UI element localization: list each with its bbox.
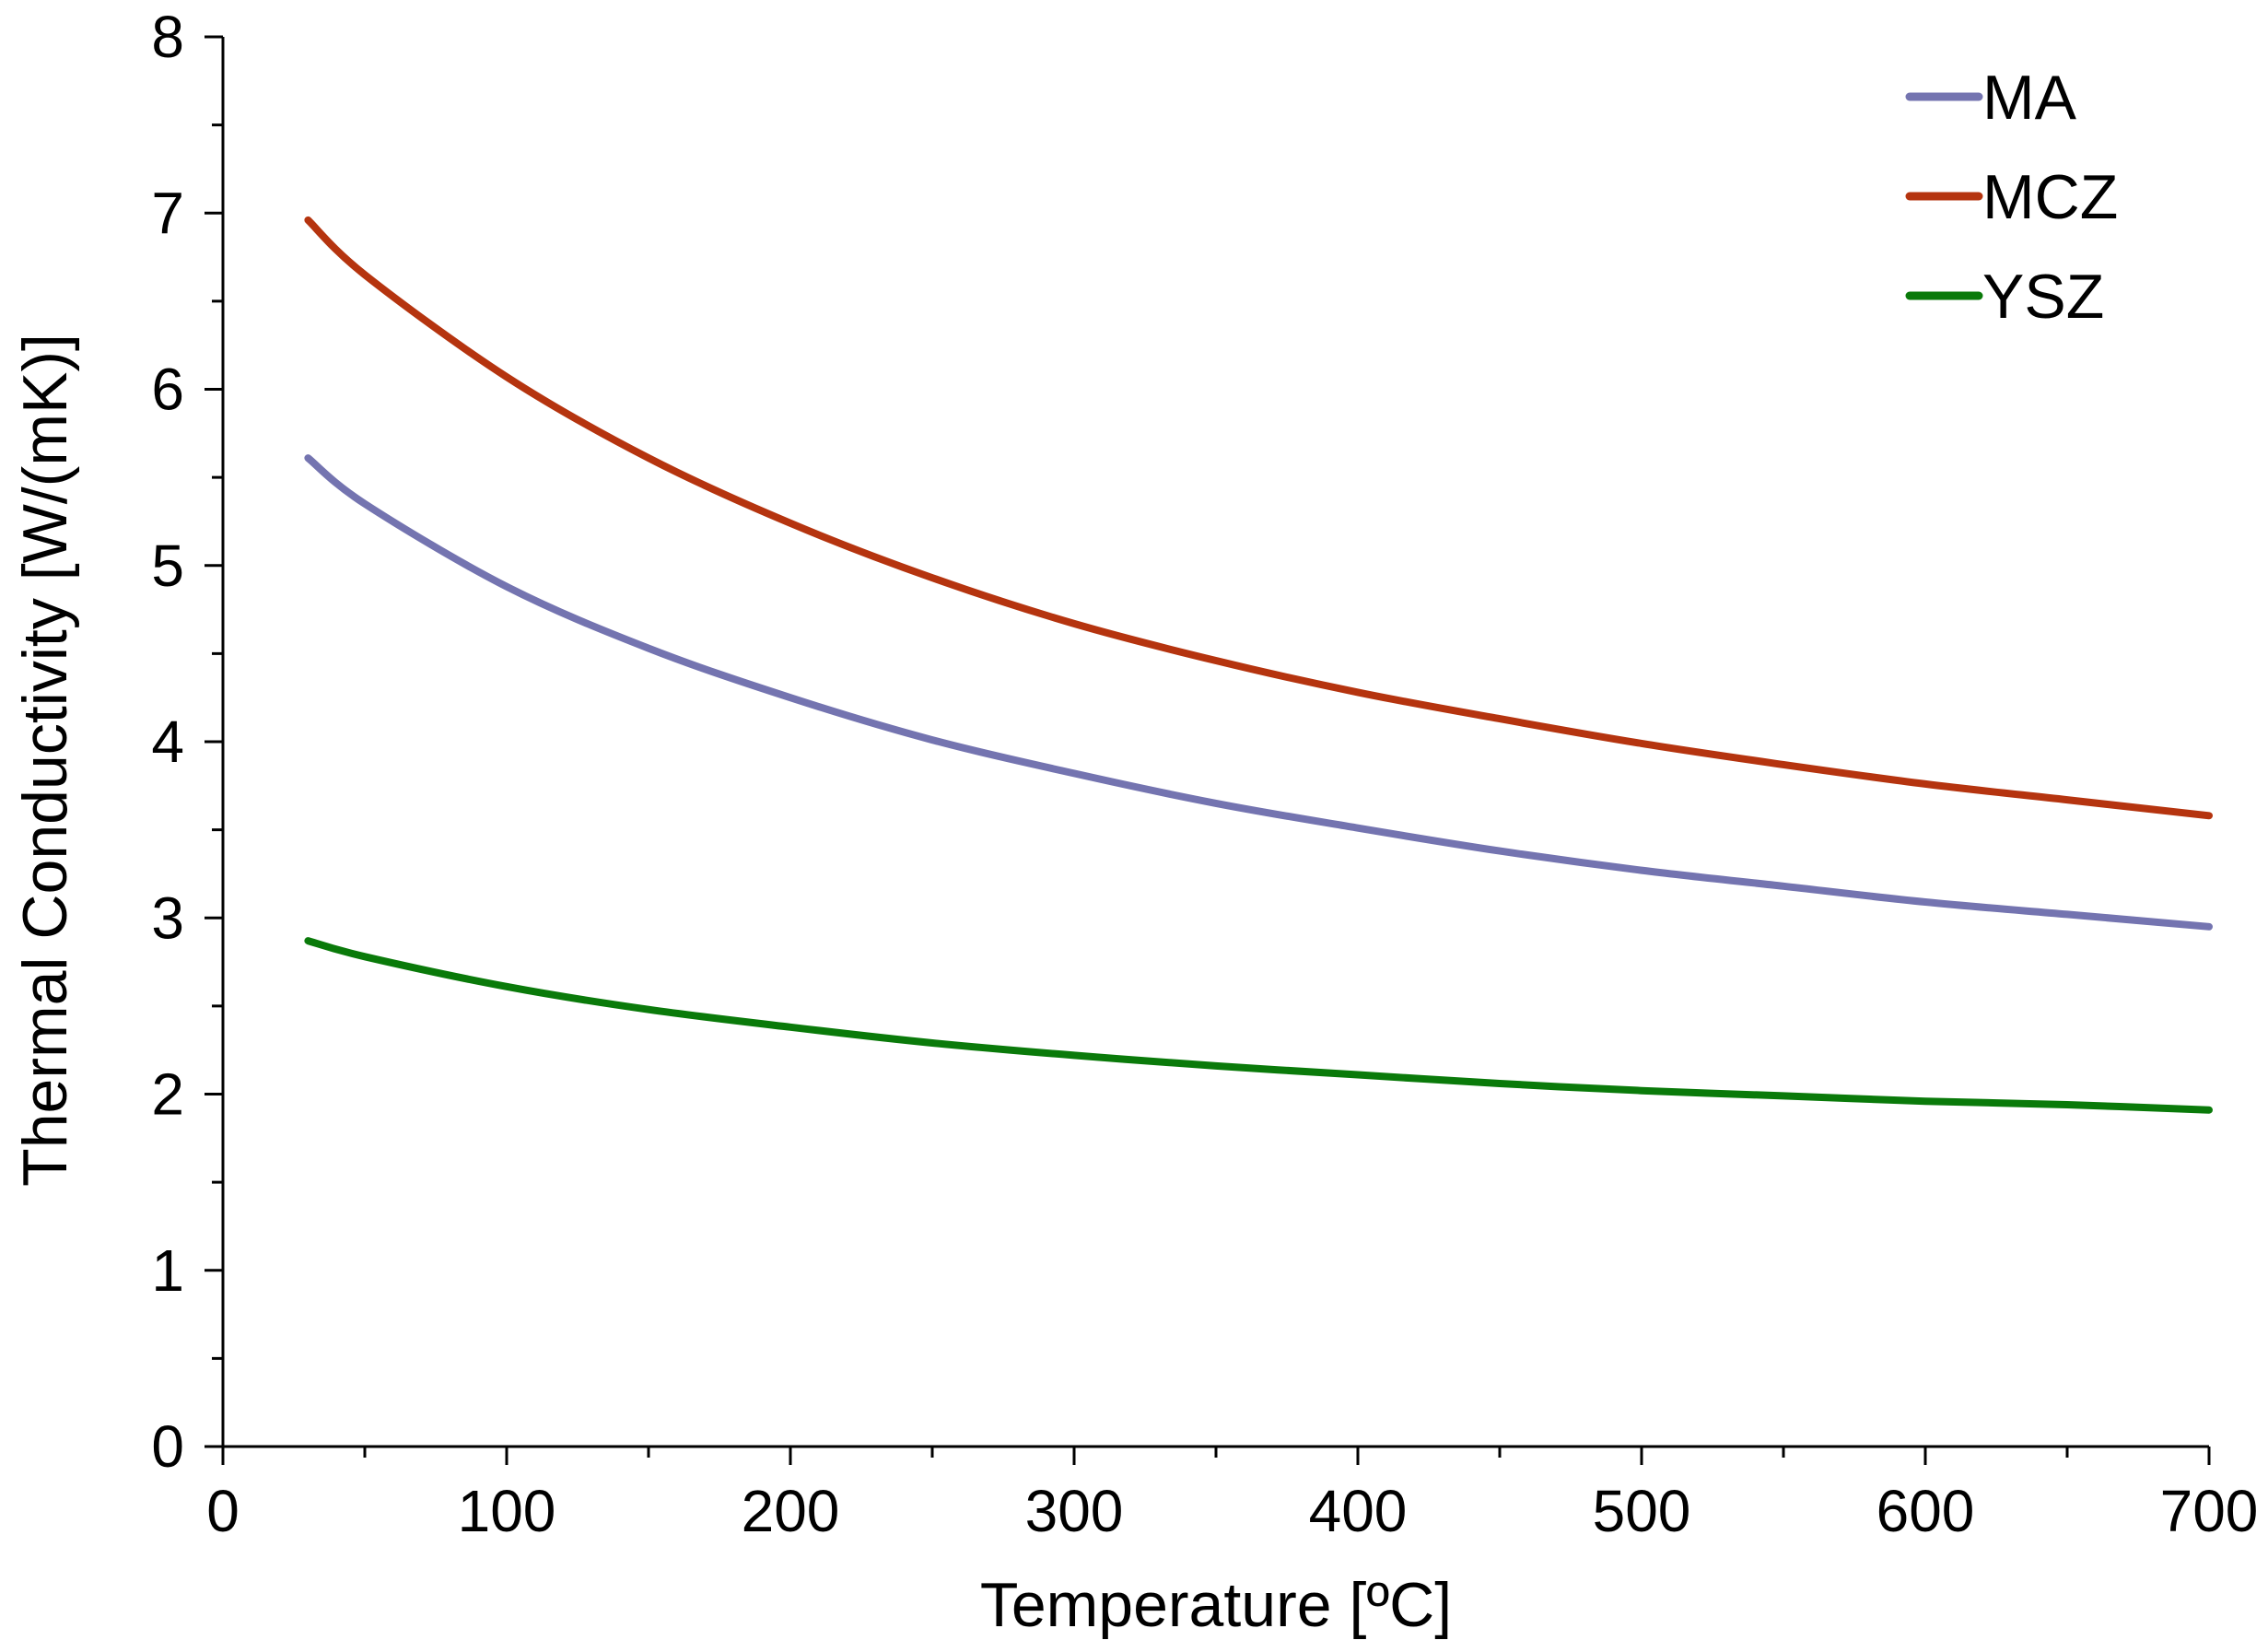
y-tick-label: 7 bbox=[151, 180, 184, 246]
y-axis-title: Thermal Conductivity [W/(mK)] bbox=[10, 334, 80, 1187]
y-tick-label: 1 bbox=[151, 1237, 184, 1304]
y-tick-label: 5 bbox=[151, 533, 184, 599]
legend-label-ma: MA bbox=[1982, 63, 2077, 133]
series-line-mcz bbox=[304, 216, 2213, 820]
legend-label-ysz: YSZ bbox=[1982, 262, 2104, 332]
legend-label-mcz: MCZ bbox=[1982, 162, 2118, 232]
x-tick-label: 0 bbox=[206, 1478, 240, 1544]
series-line-ysz bbox=[304, 937, 2213, 1114]
axes: 0 1 2 3 4 5 6 7 8 0 100 200 300 400 500 600 700 bbox=[151, 4, 2258, 1544]
x-axis-title: Temperature [ºC] bbox=[980, 1570, 1452, 1640]
x-tick-label: 200 bbox=[742, 1478, 840, 1544]
plot-area bbox=[304, 216, 2213, 1114]
x-tick-label: 500 bbox=[1593, 1478, 1691, 1544]
y-tick-label: 8 bbox=[151, 4, 184, 70]
y-tick-label: 0 bbox=[151, 1413, 184, 1480]
x-tick-label: 600 bbox=[1876, 1478, 1975, 1544]
legend: MA MCZ YSZ bbox=[1905, 63, 2118, 332]
y-tick-label: 3 bbox=[151, 885, 184, 951]
series-line-ma bbox=[304, 454, 2213, 931]
y-tick-label: 6 bbox=[151, 357, 184, 423]
x-tick-label: 300 bbox=[1025, 1478, 1124, 1544]
x-tick-label: 400 bbox=[1309, 1478, 1408, 1544]
x-tick-label: 100 bbox=[458, 1478, 556, 1544]
y-tick-label: 4 bbox=[151, 709, 184, 775]
y-tick-label: 2 bbox=[151, 1061, 184, 1128]
x-tick-label: 700 bbox=[2160, 1478, 2259, 1544]
